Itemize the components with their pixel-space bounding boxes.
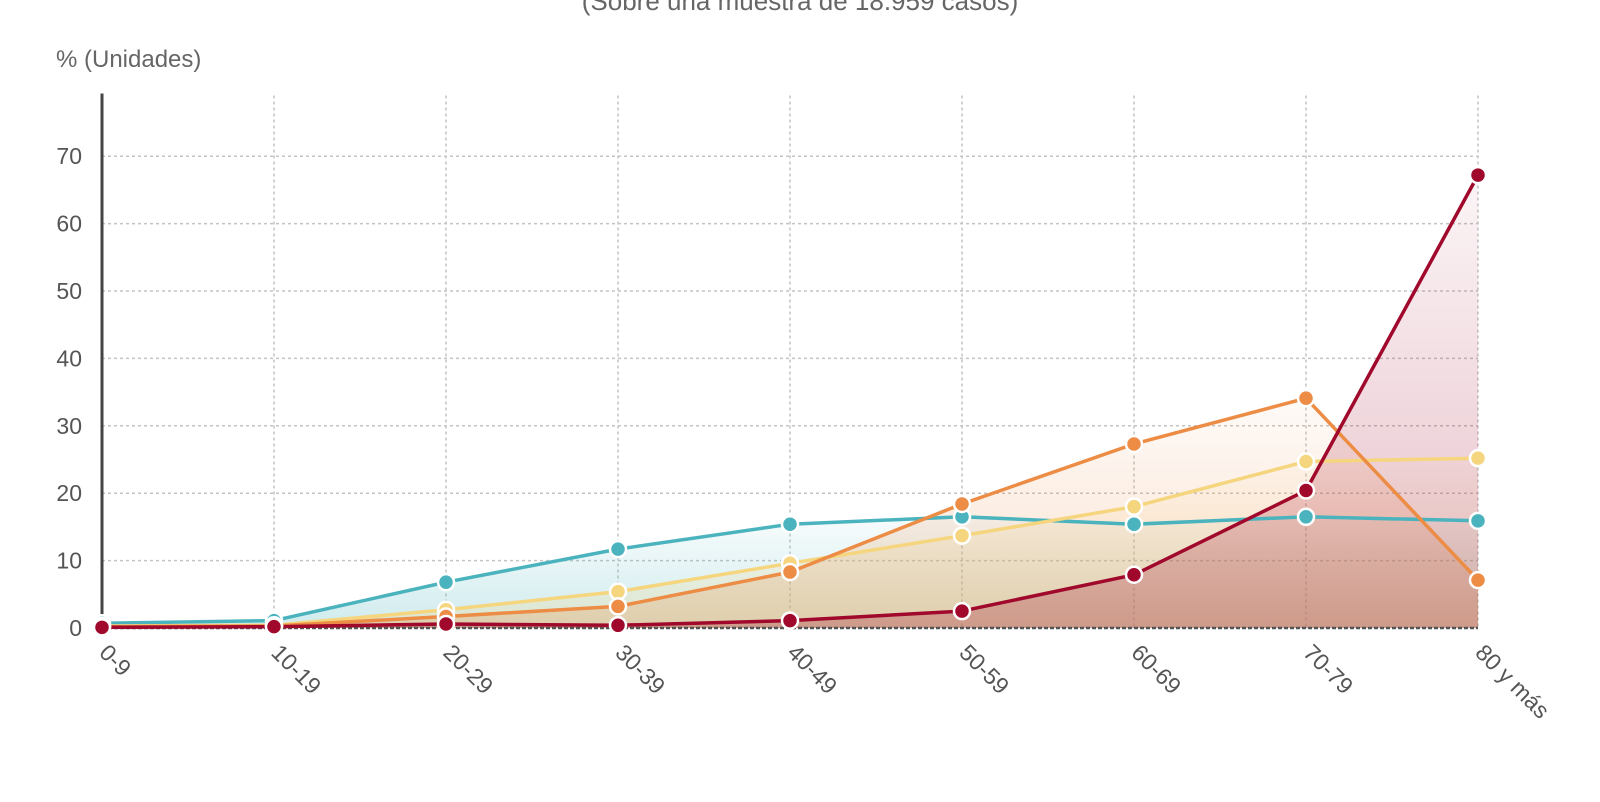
x-tick-label: 60-69	[1126, 639, 1186, 699]
data-point[interactable]	[952, 494, 972, 514]
data-point[interactable]	[1124, 565, 1144, 585]
y-tick-label: 30	[56, 413, 82, 439]
y-tick-label: 40	[56, 345, 82, 371]
series-points	[92, 165, 1488, 637]
data-point[interactable]	[952, 601, 972, 621]
data-point[interactable]	[1468, 570, 1488, 590]
data-point[interactable]	[1124, 514, 1144, 534]
data-point[interactable]	[608, 539, 628, 559]
data-point[interactable]	[92, 618, 112, 637]
data-point[interactable]	[608, 616, 628, 635]
y-tick-label: 0	[69, 615, 82, 641]
data-point[interactable]	[1124, 497, 1144, 516]
x-tick-label: 20-29	[438, 639, 498, 699]
y-tick-label: 50	[56, 278, 82, 304]
x-tick-label: 50-59	[954, 639, 1014, 699]
x-tick-label: 10-19	[266, 639, 326, 699]
data-point[interactable]	[1468, 448, 1488, 468]
x-tick-label: 40-49	[782, 639, 842, 699]
y-tick-label: 20	[56, 480, 82, 506]
y-tick-label: 10	[56, 548, 82, 574]
data-point[interactable]	[436, 572, 456, 592]
data-point[interactable]	[1296, 507, 1316, 527]
x-tick-label: 30-39	[610, 639, 670, 699]
y-axis-label: % (Unidades)	[56, 46, 202, 73]
data-point[interactable]	[1124, 434, 1144, 454]
data-point[interactable]	[1468, 165, 1488, 185]
data-point[interactable]	[264, 617, 284, 636]
data-point[interactable]	[780, 611, 800, 630]
y-tick-label: 60	[56, 211, 82, 237]
x-tick-label: 0-9	[94, 639, 136, 681]
y-tick-labels: 0 10 20 30 40 50 60 70	[56, 143, 82, 641]
data-point[interactable]	[780, 514, 800, 534]
data-point[interactable]	[780, 562, 800, 582]
data-point[interactable]	[436, 614, 456, 634]
data-point[interactable]	[1296, 481, 1316, 500]
series-area	[102, 175, 1478, 628]
data-point[interactable]	[1468, 511, 1488, 531]
x-tick-label: 70-79	[1298, 639, 1358, 699]
data-point[interactable]	[1296, 388, 1316, 408]
y-tick-label: 70	[56, 143, 82, 169]
x-tick-label: 80 y más	[1470, 639, 1554, 723]
x-tick-labels: 0-9 10-19 20-29 30-39 40-49 50-59 60-69 70-79 80…	[94, 639, 1554, 723]
data-point[interactable]	[608, 597, 628, 616]
data-point[interactable]	[952, 526, 972, 545]
data-point[interactable]	[1296, 452, 1316, 471]
chart-subtitle: (Sobre una muestra de 18.959 casos)	[581, 0, 1019, 16]
